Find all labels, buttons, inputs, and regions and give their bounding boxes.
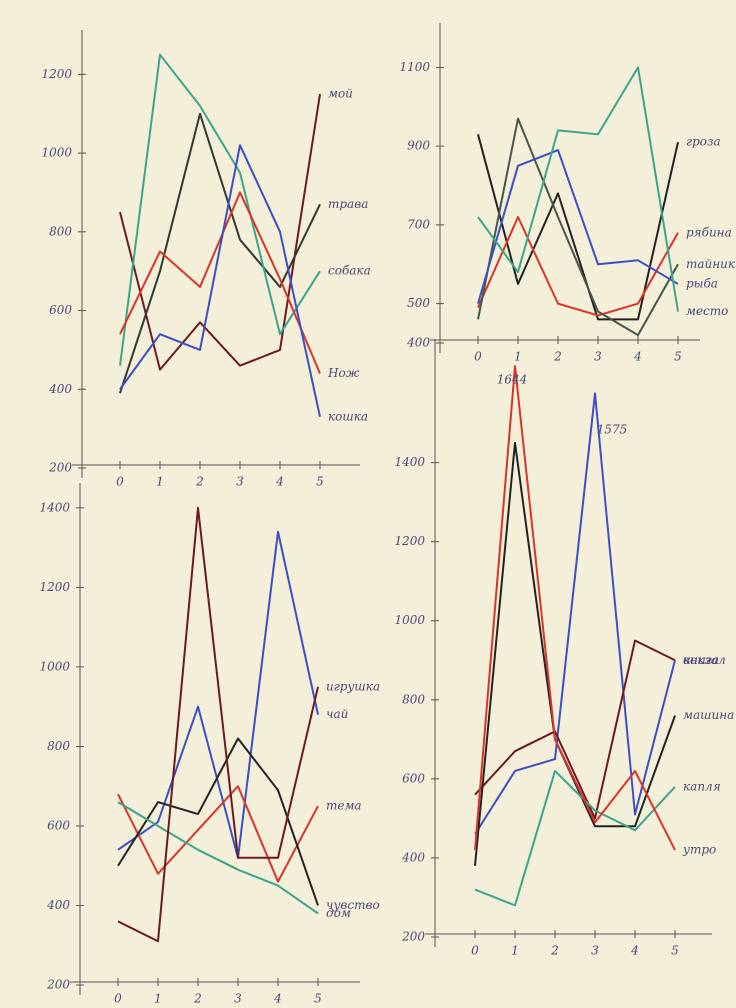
series-line: [119, 191, 321, 374]
series-label: рябина: [686, 225, 732, 239]
series-label: утро: [682, 843, 716, 857]
x-tick-label: 0: [471, 944, 479, 958]
series-label: трава: [328, 197, 368, 211]
y-tick-label: 200: [46, 978, 70, 992]
y-tick-label: 800: [47, 739, 70, 753]
x-tick-label: 3: [591, 944, 599, 958]
y-tick-label: 1400: [394, 455, 425, 469]
y-tick-label: 400: [46, 898, 70, 912]
series-label: рыба: [686, 276, 718, 290]
x-tick-label: 0: [474, 350, 482, 364]
series-label: кошка: [328, 409, 368, 423]
x-tick-label: 2: [193, 992, 202, 1006]
x-tick-label: 1: [156, 475, 164, 489]
y-tick-label: 1100: [399, 60, 430, 74]
series-line: [117, 801, 319, 915]
series-label: чай: [326, 707, 348, 721]
x-tick-label: 0: [116, 475, 124, 489]
y-tick-label: 1400: [39, 500, 70, 514]
y-tick-label: 800: [49, 224, 72, 238]
x-tick-label: 2: [553, 350, 562, 364]
series-label: Нож: [327, 366, 360, 380]
series-line: [477, 117, 679, 337]
y-tick-label: 400: [401, 850, 425, 864]
x-tick-label: 4: [275, 475, 284, 489]
series-line: [477, 149, 679, 304]
y-tick-label: 200: [401, 930, 425, 944]
y-tick-label: 1000: [394, 613, 425, 627]
y-tick-label: 600: [49, 303, 72, 317]
series-line: [119, 144, 321, 418]
x-tick-label: 4: [630, 944, 639, 958]
y-tick-label: 700: [407, 217, 430, 231]
series-label: вокзал: [683, 653, 726, 667]
x-tick-label: 1: [514, 350, 522, 364]
x-tick-label: 1: [154, 992, 162, 1006]
y-tick-label: 600: [47, 818, 70, 832]
annotation: 1644: [497, 373, 528, 387]
y-tick-label: 400: [48, 382, 72, 396]
x-tick-label: 2: [195, 475, 204, 489]
y-tick-label: 200: [48, 461, 72, 475]
series-label: дом: [326, 906, 351, 920]
series-line: [477, 66, 679, 312]
series-line: [119, 53, 321, 366]
annotation: 1575: [597, 423, 628, 437]
x-tick-label: 5: [316, 475, 324, 489]
y-tick-label: 400: [406, 336, 430, 350]
series-line: [474, 639, 676, 820]
x-tick-label: 4: [633, 350, 642, 364]
x-tick-label: 3: [234, 992, 242, 1006]
y-tick-label: 1200: [41, 67, 72, 81]
series-line: [119, 112, 321, 394]
series-line: [117, 737, 319, 906]
x-tick-label: 5: [671, 944, 679, 958]
y-tick-label: 900: [407, 139, 430, 153]
y-tick-label: 1000: [41, 146, 72, 160]
series-label: машина: [683, 708, 734, 722]
y-tick-label: 600: [402, 771, 425, 785]
y-tick-label: 800: [402, 692, 425, 706]
y-tick-label: 500: [407, 296, 430, 310]
series-line: [117, 785, 319, 883]
series-label: собака: [328, 264, 371, 278]
series-label: тайник: [686, 257, 736, 271]
y-tick-label: 1000: [39, 659, 70, 673]
y-tick-label: 1200: [39, 580, 70, 594]
x-tick-label: 5: [674, 350, 682, 364]
x-tick-label: 1: [511, 944, 519, 958]
x-tick-label: 4: [273, 992, 282, 1006]
x-tick-label: 3: [236, 475, 244, 489]
x-tick-label: 2: [550, 944, 559, 958]
series-label: чувство: [326, 898, 380, 912]
x-tick-label: 3: [594, 350, 602, 364]
series-line: [477, 216, 679, 317]
series-line: [474, 365, 676, 851]
series-label: капля: [683, 779, 721, 793]
y-tick-label: 1200: [394, 534, 425, 548]
series-label: игрушка: [326, 679, 380, 693]
series-line: [474, 392, 676, 835]
x-tick-label: 5: [314, 992, 322, 1006]
series-line: [117, 530, 319, 859]
series-line: [474, 769, 676, 907]
series-label: тема: [326, 799, 362, 813]
series-line: [117, 506, 319, 943]
series-label: книга: [683, 653, 719, 667]
series-label: место: [686, 304, 728, 318]
x-tick-label: 0: [114, 992, 122, 1006]
series-label: мой: [328, 87, 353, 101]
series-label: гроза: [686, 135, 721, 149]
